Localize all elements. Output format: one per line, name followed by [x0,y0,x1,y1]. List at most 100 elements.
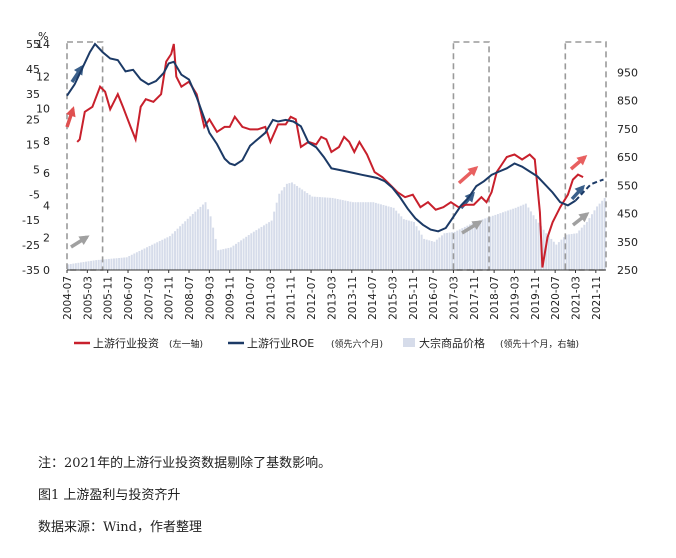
commodity-bar [113,258,115,270]
commodity-bar [494,214,497,270]
commodity-bar [189,216,192,270]
x-tick-label: 2012-07 [306,276,318,320]
commodity-bar [229,247,232,270]
x-tick-label: 2018-07 [489,276,501,320]
left-outer-tick-label: 5 [33,164,40,177]
highlight-box [66,41,104,271]
commodity-bar [235,243,237,270]
commodity-bar [72,263,75,270]
x-tick-label: 2004-07 [62,276,74,320]
commodity-bar [563,237,565,270]
commodity-bar [468,224,471,270]
commodity-bar [174,231,176,270]
commodity-bar [547,236,550,270]
commodity-bar [588,218,591,270]
commodity-bar [341,200,344,270]
commodity-bar [517,206,520,270]
commodity-bar [532,215,535,270]
commodity-bar [415,226,418,270]
commodity-bar [364,202,367,270]
commodity-bar [146,247,149,270]
commodity-bar [85,261,87,270]
x-tick-label: 2007-11 [164,276,176,320]
left-outer-tick-label: 45 [26,63,40,76]
left-outer-tick-label: 15 [26,138,40,151]
commodity-bar [354,202,357,270]
x-tick-label: 2011-11 [286,276,298,320]
commodity-bar [77,262,80,270]
commodity-bar [413,221,415,270]
commodity-bar [105,259,108,270]
commodity-bar [280,190,283,270]
commodity-bar [148,245,151,270]
commodity-bar [275,202,278,270]
commodity-bar [176,228,179,270]
commodity-bar [191,213,194,270]
commodity-bar [484,218,487,270]
commodity-bar [224,248,227,270]
x-tick-label: 2017-03 [448,276,460,320]
commodity-bar [311,196,314,270]
x-tick-label: 2014-07 [367,276,379,320]
trend-arrow-head [578,212,590,223]
commodity-bar [522,204,525,270]
commodity-bar [509,209,512,270]
commodity-bar [550,238,553,270]
commodity-bar [308,194,311,270]
commodity-bar [542,229,545,270]
commodity-bar [252,231,255,270]
commodity-bar [186,218,189,270]
commodity-bar [237,242,240,270]
left-inner-tick-label: 12 [36,70,50,83]
commodity-bar [545,233,548,270]
commodity-bar [392,207,395,270]
commodity-bar [420,234,423,270]
commodity-bar [260,226,263,270]
commodity-bar [290,182,293,270]
commodity-bar [535,219,538,270]
commodity-bar [402,219,405,270]
commodity-bar [514,207,517,270]
commodity-bar [151,244,154,270]
commodity-bar [573,233,576,270]
commodity-bar [278,193,281,270]
x-tick-label: 2011-03 [265,276,277,320]
commodity-bar [598,203,601,270]
commodity-bar [242,238,245,270]
left-outer-tick-label: -5 [29,189,40,202]
right-tick-label: 850 [617,95,638,108]
commodity-bar [196,209,199,270]
left-outer-tick-label: -35 [22,264,40,277]
commodity-bar [107,258,110,270]
commodity-bar [128,256,131,270]
left-outer-tick-label: 35 [26,88,40,101]
commodity-bar [448,232,451,270]
commodity-bar [377,203,380,270]
commodity-bar [593,210,596,270]
commodity-bar [69,263,72,270]
right-tick-label: 250 [617,264,638,277]
commodity-bar [202,204,204,270]
commodity-bar [580,227,583,270]
commodity-bar [118,257,121,270]
commodity-bar [265,223,268,270]
commodity-bar [397,213,400,270]
commodity-bar [385,205,387,270]
commodity-bar [288,183,291,270]
commodity-bar [359,202,362,270]
commodity-bar [458,229,461,270]
series-lines [66,42,604,268]
commodity-bar [171,233,174,270]
commodity-bar [316,196,319,270]
trend-arrow-head [467,166,479,177]
right-tick-label: 750 [617,123,638,136]
trend-arrow-head [66,106,76,118]
legend-swatch-commodity [403,338,415,347]
commodity-bar [601,200,604,270]
left-inner-tick-label: 6 [43,167,50,180]
commodity-bar [405,219,408,270]
left-inner-tick-label: 2 [43,232,50,245]
commodity-bar [250,233,253,270]
commodity-bar [240,240,243,270]
right-axis: 950 850 750 650 550 450 350 250 [617,66,638,277]
